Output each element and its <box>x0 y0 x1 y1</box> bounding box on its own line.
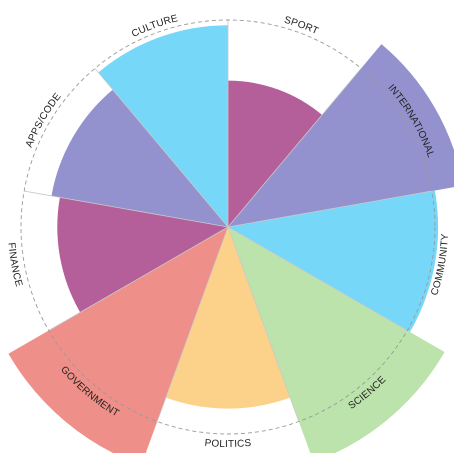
frame-group <box>20 19 436 435</box>
spoke-line <box>156 226 229 422</box>
wedge-culture <box>98 25 228 227</box>
spoke-line <box>94 68 229 228</box>
wedge-finance <box>57 197 228 313</box>
wedge-group <box>8 25 454 453</box>
spoke-line <box>227 226 408 331</box>
category-label-text: POLITICS <box>204 438 252 450</box>
wedge-international <box>228 44 454 227</box>
spoke-line <box>24 190 229 228</box>
spoke-line <box>227 190 432 228</box>
category-label: APPS/CODE <box>24 91 64 149</box>
wedge-government <box>8 227 228 453</box>
wedge-apps-code <box>51 89 229 227</box>
spoke-line <box>227 68 362 228</box>
spoke-line <box>48 226 229 331</box>
wedge-science <box>228 227 445 453</box>
spoke-line <box>227 226 300 422</box>
wedge-politics <box>165 227 291 409</box>
category-label-text: FINANCE <box>6 242 24 288</box>
wedge-sport <box>228 80 323 227</box>
category-label: FINANCE <box>6 242 25 288</box>
wedge-community <box>228 190 439 333</box>
category-label: POLITICS <box>204 438 252 450</box>
outer-ring <box>20 19 436 435</box>
category-label-text: APPS/CODE <box>24 91 64 149</box>
